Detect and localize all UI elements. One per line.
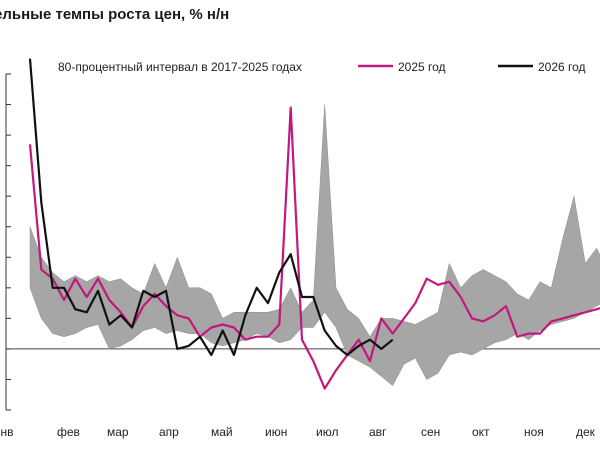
x-tick-label-1: фев [57, 425, 80, 439]
chart-title: ельные темпы роста цен, % н/н [0, 6, 230, 23]
legend-label-2025: 2025 год [398, 60, 446, 74]
interval-band [29, 104, 600, 386]
axes [5, 73, 600, 411]
x-tick-label-6: июл [316, 425, 338, 439]
legend-label-2026: 2026 год [538, 60, 586, 74]
series-line-2026 [28, 58, 394, 357]
x-tick-label-8: сен [421, 425, 440, 439]
x-tick-label-7: авг [369, 425, 387, 439]
x-tick-label-4: май [211, 425, 233, 439]
x-tick-label-5: июн [265, 425, 287, 439]
legend: 80-процентный интервал в 2017-2025 годах… [58, 60, 586, 74]
x-tick-label-10: ноя [524, 425, 544, 439]
series-layer [28, 58, 600, 390]
x-tick-labels: янв фев мар апр май июн июл авг сен окт ноя дек [0, 425, 596, 439]
legend-band-label: 80-процентный интервал в 2017-2025 годах [58, 60, 302, 74]
interval-band-layer [29, 104, 600, 386]
x-tick-label-9: окт [472, 425, 490, 439]
x-tick-label-11: дек [576, 425, 596, 439]
x-tick-label-3: апр [159, 425, 179, 439]
x-tick-label-0: янв [0, 425, 14, 439]
x-tick-label-2: мар [107, 425, 129, 439]
